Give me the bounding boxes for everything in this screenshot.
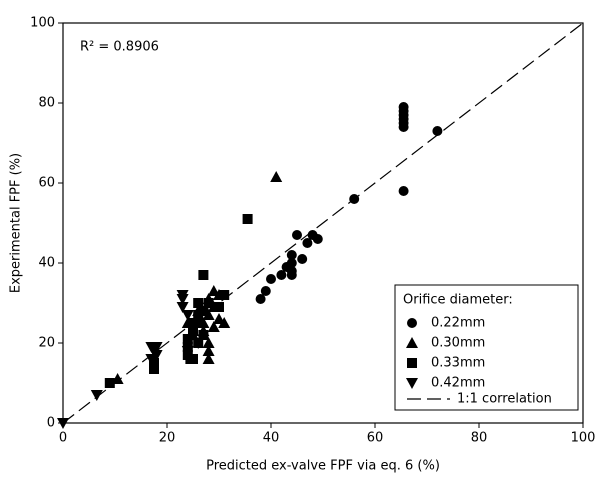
point (398, 186, 409, 196)
x-axis-label: Predicted ex-valve FPF via eq. 6 (%) (206, 459, 440, 474)
legend-label: 0.30mm (431, 336, 485, 351)
x-tick-label: 80 (471, 431, 488, 446)
legend-title: Orifice diameter: (403, 293, 513, 308)
point (181, 310, 194, 321)
point (406, 378, 418, 389)
x-tick-label: 100 (571, 431, 596, 446)
point (270, 171, 283, 182)
point (57, 418, 69, 429)
point (202, 345, 215, 356)
point (182, 334, 193, 344)
legend-label: 0.33mm (431, 356, 485, 371)
point (218, 317, 231, 328)
point (286, 250, 297, 260)
point (219, 290, 230, 300)
point (176, 302, 189, 313)
point (148, 344, 160, 355)
point (407, 358, 417, 368)
point (286, 270, 297, 280)
plot-frame (62, 22, 584, 424)
x-tick-label: 40 (263, 431, 280, 446)
point (202, 353, 215, 364)
y-tick-label: 80 (38, 96, 55, 111)
legend-box (394, 284, 579, 411)
point (432, 126, 443, 136)
point (292, 230, 302, 240)
point (312, 234, 323, 244)
point (193, 310, 204, 320)
point (407, 318, 417, 328)
point (398, 122, 409, 132)
point (90, 390, 103, 401)
point (198, 330, 209, 340)
y-tick-label: 20 (38, 336, 55, 351)
point (266, 274, 276, 284)
point (297, 254, 308, 264)
x-tick-label: 20 (159, 431, 176, 446)
point (192, 338, 205, 349)
annotation: R² = 0.8906 (80, 40, 159, 55)
point (260, 286, 271, 296)
point (202, 309, 215, 320)
point (276, 270, 287, 280)
x-tick-label: 60 (367, 431, 384, 446)
point (145, 354, 158, 365)
legend-label: 1:1 correlation (457, 392, 552, 407)
point (104, 378, 115, 388)
point (193, 298, 204, 308)
point (242, 214, 253, 224)
point (149, 364, 159, 374)
point (181, 346, 194, 357)
point (349, 194, 360, 204)
point (207, 321, 220, 332)
point (281, 262, 292, 272)
legend-label: 0.22mm (431, 316, 485, 331)
point (406, 337, 418, 348)
point (198, 306, 209, 316)
y-tick-label: 60 (38, 176, 55, 191)
point (188, 354, 198, 364)
point (187, 322, 199, 333)
point (302, 238, 313, 248)
y-axis-label: Experimental FPF (%) (9, 153, 24, 293)
point (255, 294, 266, 304)
point (176, 294, 189, 305)
point (198, 270, 209, 280)
y-tick-label: 0 (47, 416, 55, 431)
point (202, 337, 215, 348)
y-tick-label: 100 (30, 16, 55, 31)
y-tick-label: 40 (38, 256, 55, 271)
legend-label: 0.42mm (431, 376, 485, 391)
point (149, 358, 159, 368)
point (214, 302, 224, 312)
point (203, 298, 214, 308)
x-tick-label: 0 (59, 431, 67, 446)
